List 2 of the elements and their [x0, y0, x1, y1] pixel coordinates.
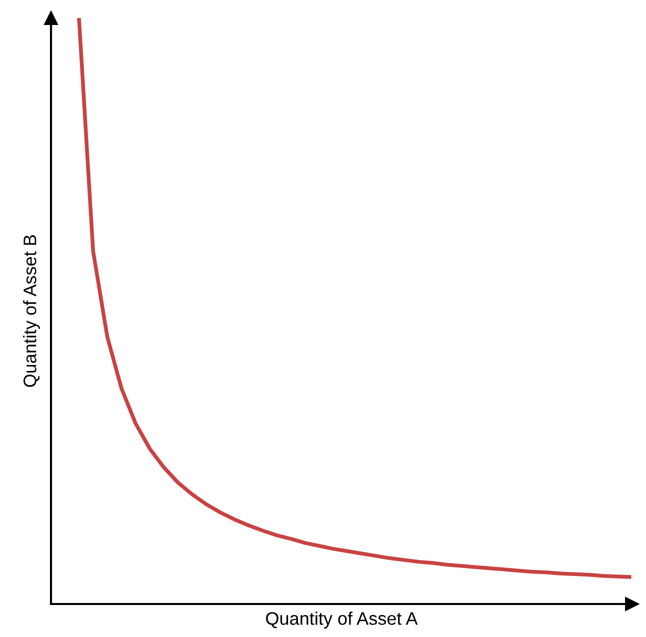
x-axis-title: Quantity of Asset A — [266, 612, 418, 628]
y-axis-title: Quantity of Asset B — [23, 235, 40, 387]
